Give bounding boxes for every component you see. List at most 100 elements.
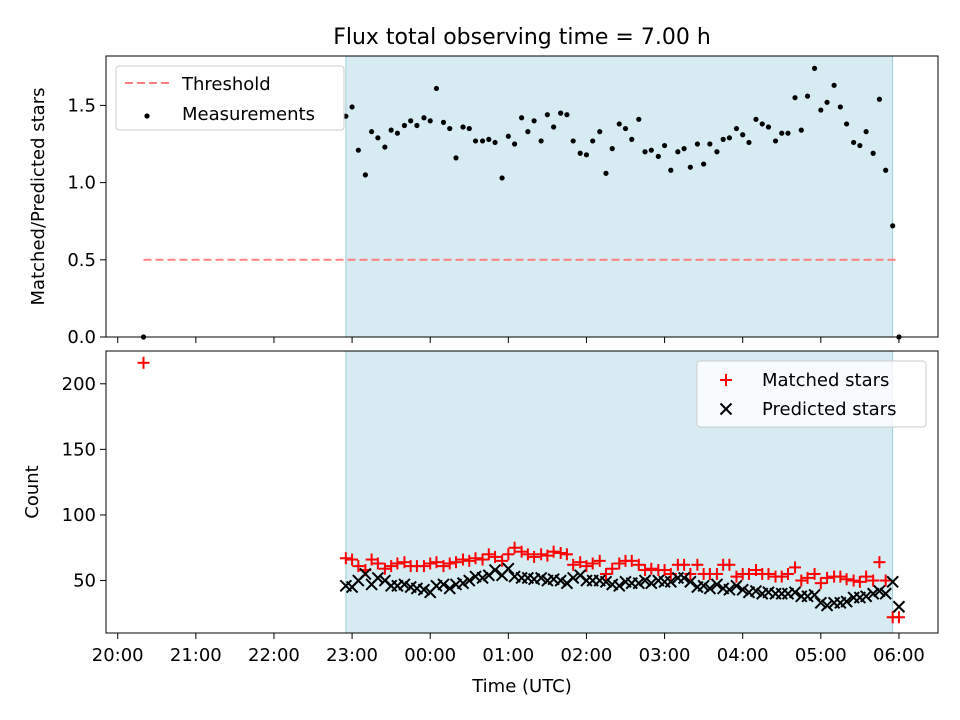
predicted-stars-point [437, 578, 450, 591]
matched-stars-point [398, 556, 411, 569]
matched-stars-point [521, 548, 534, 561]
predicted-stars-point [866, 587, 880, 600]
xtick-label: 00:00 [404, 645, 456, 666]
bottom-marks-layer [137, 356, 906, 624]
predicted-stars-point [359, 567, 372, 581]
measurement-point [558, 110, 564, 116]
matched-stars-point [457, 553, 470, 566]
matched-stars-point [547, 545, 560, 558]
measurement-point [531, 118, 537, 124]
predicted-stars-point [886, 575, 899, 589]
predicted-stars-point [664, 575, 678, 589]
measurement-point [603, 170, 609, 176]
matched-stars-point [834, 570, 847, 583]
measurement-point [883, 167, 889, 173]
matched-stars-point [378, 562, 391, 575]
matched-stars-point [658, 564, 671, 577]
measurement-point [648, 147, 654, 153]
measurement-point [675, 149, 681, 155]
measurement-point [661, 142, 668, 149]
top-ytick-label: 1.5 [67, 95, 96, 116]
matched-stars-point [879, 574, 892, 587]
matched-legend-label: Matched stars [762, 370, 889, 391]
matched-stars-point [847, 574, 860, 587]
measurement-point [824, 99, 830, 105]
matched-stars-point [775, 570, 788, 583]
measurement-point [687, 164, 693, 170]
xtick-label: 05:00 [795, 645, 847, 666]
top-axes-frame [105, 55, 939, 338]
measurement-point [486, 136, 492, 142]
predicted-stars-point [710, 578, 724, 591]
top-panel: 0.0 0.5 1.0 1.5 Matched/Predicted stars Thr… [28, 55, 939, 348]
predicted-stars-point [879, 587, 892, 600]
measurement-point [343, 113, 349, 119]
measurements-legend-swatch [144, 113, 150, 119]
measurement-point [636, 116, 642, 122]
measurement-point [564, 112, 570, 118]
matched-stars-point [541, 549, 554, 562]
matched-stars-point [574, 556, 587, 569]
predicted-stars-point [840, 595, 853, 608]
bottom-y-axis-label: Count [22, 465, 43, 518]
matched-stars-point [437, 560, 450, 573]
x-axis-label: Time (UTC) [471, 676, 572, 697]
measurement-point [421, 115, 427, 121]
bottom-legend-box [696, 360, 927, 428]
matched-stars-point [430, 556, 443, 569]
matched-stars-point [391, 557, 404, 570]
matched-stars-point [371, 557, 384, 570]
matched-stars-point [873, 556, 886, 569]
measurement-point [785, 130, 791, 136]
measurement-point [642, 149, 648, 155]
measurement-point [583, 152, 590, 158]
matched-stars-point [365, 553, 378, 566]
top-x-axis [117, 337, 900, 343]
measurement-point [622, 125, 629, 132]
matched-stars-point [723, 558, 736, 571]
measurement-point [511, 141, 518, 147]
measurement-point [707, 141, 713, 147]
measurement-point [394, 130, 400, 136]
predicted-stars-point [638, 574, 652, 587]
predicted-stars-point [599, 575, 613, 589]
predicted-stars-point [873, 584, 886, 598]
measurement-point [505, 133, 511, 139]
matched-stars-point [678, 558, 691, 571]
xtick-label: 06:00 [873, 645, 925, 666]
predicted-stars-point [566, 571, 580, 585]
matched-stars-point [639, 564, 652, 577]
matched-stars-point [496, 554, 509, 567]
bottom-x-axis: 20:00 21:00 22:00 23:00 00:00 01:00 02:00 03:00… [92, 633, 925, 666]
bot-ytick-label: 200 [62, 374, 96, 395]
measurements-legend-label: Measurements [182, 104, 315, 125]
matched-stars-point [782, 567, 795, 580]
measurement-point [414, 122, 420, 129]
measurement-point [870, 150, 876, 156]
bottom-panel: 50 100 150 200 20:00 21:00 22:00 23:00 00:00 01:… [22, 350, 939, 697]
measurement-point [447, 125, 453, 132]
matched-stars-point [645, 562, 658, 575]
measurement-point [714, 149, 720, 155]
measurement-point [733, 125, 740, 132]
measurement-point [681, 146, 687, 152]
matched-stars-point [789, 561, 802, 574]
matched-stars-point [749, 564, 762, 577]
measurement-point [355, 147, 361, 153]
measurement-point [837, 104, 843, 110]
matched-stars-point [417, 560, 430, 573]
measurement-point [466, 125, 472, 132]
measurement-point [590, 138, 596, 144]
xtick-label: 04:00 [717, 645, 769, 666]
bottom-y-axis: 50 100 150 200 [62, 374, 106, 592]
matched-legend-marker [720, 374, 732, 386]
predicted-stars-point [417, 583, 431, 596]
measurement-point [499, 175, 505, 181]
xtick-label: 22:00 [248, 645, 300, 666]
matched-stars-point [560, 548, 573, 561]
matched-stars-point [801, 571, 814, 584]
predicted-stars-point [554, 574, 567, 587]
matched-stars-point [632, 558, 645, 571]
measurement-point [668, 167, 674, 173]
measurement-point [408, 118, 414, 124]
